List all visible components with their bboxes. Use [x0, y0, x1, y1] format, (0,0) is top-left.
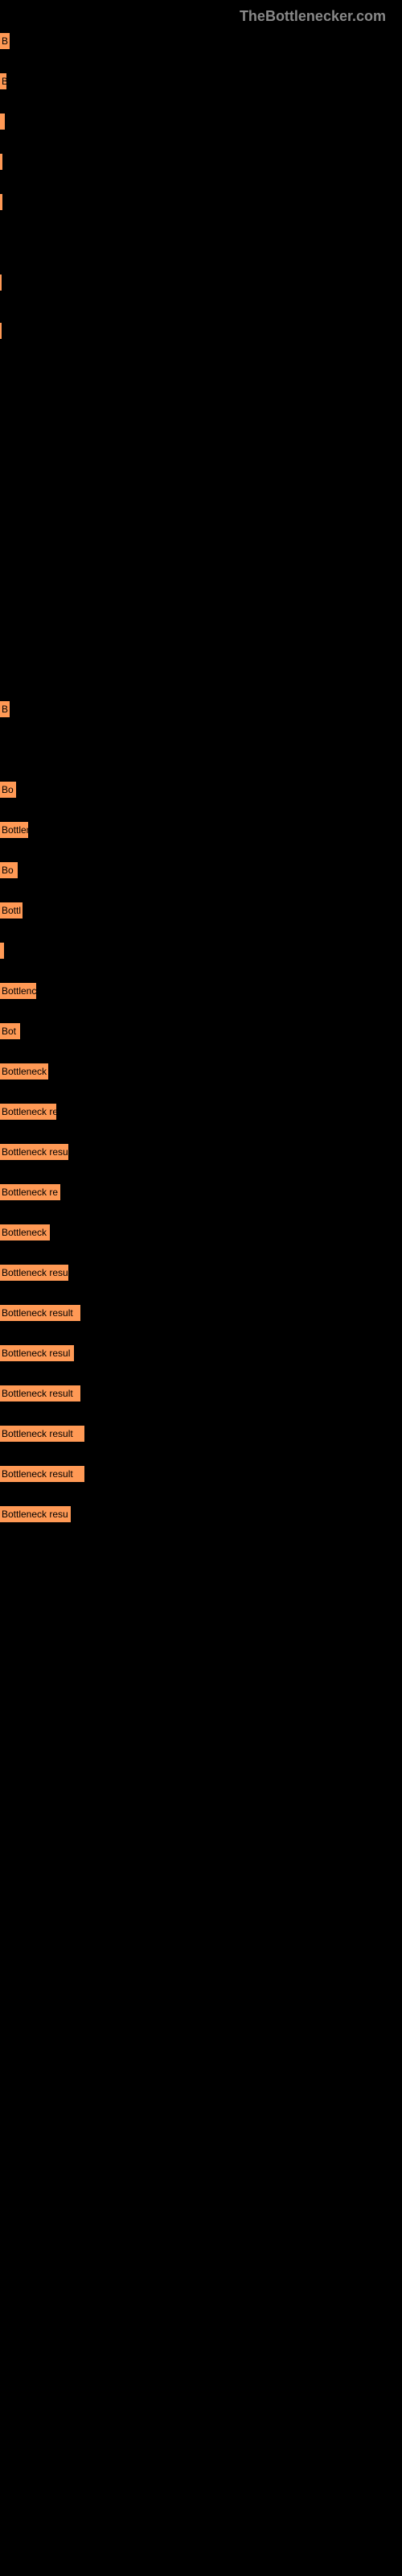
bar: Bottleneck — [0, 1063, 48, 1080]
bar-row: Bottleneck result — [0, 1426, 402, 1442]
bar: Bottl — [0, 902, 23, 919]
bar: Bottleneck — [0, 1224, 50, 1241]
bar-row: Bottleneck result — [0, 1305, 402, 1321]
bar-row: Bottleneck — [0, 1063, 402, 1080]
bar-chart: B B B Bo Bottlen Bo Bottl Bottlenc Bot Bottleneck… — [0, 33, 402, 1522]
bar — [0, 323, 2, 339]
bar: Bottleneck result — [0, 1385, 80, 1402]
bar — [0, 194, 2, 210]
bar-row: Bottleneck result — [0, 1385, 402, 1402]
bar: Bottleneck resu — [0, 1265, 68, 1281]
bar: Bottlen — [0, 822, 28, 838]
bar-row: B — [0, 33, 402, 49]
bar-row: Bottleneck result — [0, 1466, 402, 1482]
bar: B — [0, 73, 6, 89]
bar-row: Bottleneck resu — [0, 1506, 402, 1522]
bar-row: Bo — [0, 862, 402, 878]
site-header: TheBottlenecker.com — [0, 0, 402, 33]
bar-row — [0, 275, 402, 291]
bar-row: Bottleneck — [0, 1224, 402, 1241]
bar-row — [0, 114, 402, 130]
bar: B — [0, 33, 10, 49]
bar: Bottleneck resu — [0, 1506, 71, 1522]
bar: Bo — [0, 862, 18, 878]
bar — [0, 943, 4, 959]
bar — [0, 154, 2, 170]
bar-row: Bottlenc — [0, 983, 402, 999]
bar: Bottleneck resul — [0, 1345, 74, 1361]
bar: Bottleneck result — [0, 1305, 80, 1321]
site-title: TheBottlenecker.com — [240, 8, 386, 24]
bar: Bo — [0, 782, 16, 798]
bar-row: B — [0, 701, 402, 717]
bar: Bottleneck result — [0, 1466, 84, 1482]
bar-row: Bot — [0, 1023, 402, 1039]
bar: Bottleneck result — [0, 1426, 84, 1442]
bar-row — [0, 943, 402, 959]
bar-row: Bottl — [0, 902, 402, 919]
bar-row: Bottleneck resul — [0, 1345, 402, 1361]
bar-row: Bo — [0, 782, 402, 798]
bar-row: Bottleneck re — [0, 1104, 402, 1120]
bar-row — [0, 194, 402, 210]
bar-row: Bottleneck re — [0, 1184, 402, 1200]
bar: Bottleneck resu — [0, 1144, 68, 1160]
bar-row: Bottlen — [0, 822, 402, 838]
bar-row — [0, 154, 402, 170]
bar-row — [0, 323, 402, 339]
bar: Bottleneck re — [0, 1104, 56, 1120]
bar-row: B — [0, 73, 402, 89]
bar: Bot — [0, 1023, 20, 1039]
bar-row: Bottleneck resu — [0, 1144, 402, 1160]
bar: B — [0, 701, 10, 717]
bar — [0, 275, 2, 291]
bar: Bottlenc — [0, 983, 36, 999]
bar: Bottleneck re — [0, 1184, 60, 1200]
bar — [0, 114, 5, 130]
bar-row: Bottleneck resu — [0, 1265, 402, 1281]
